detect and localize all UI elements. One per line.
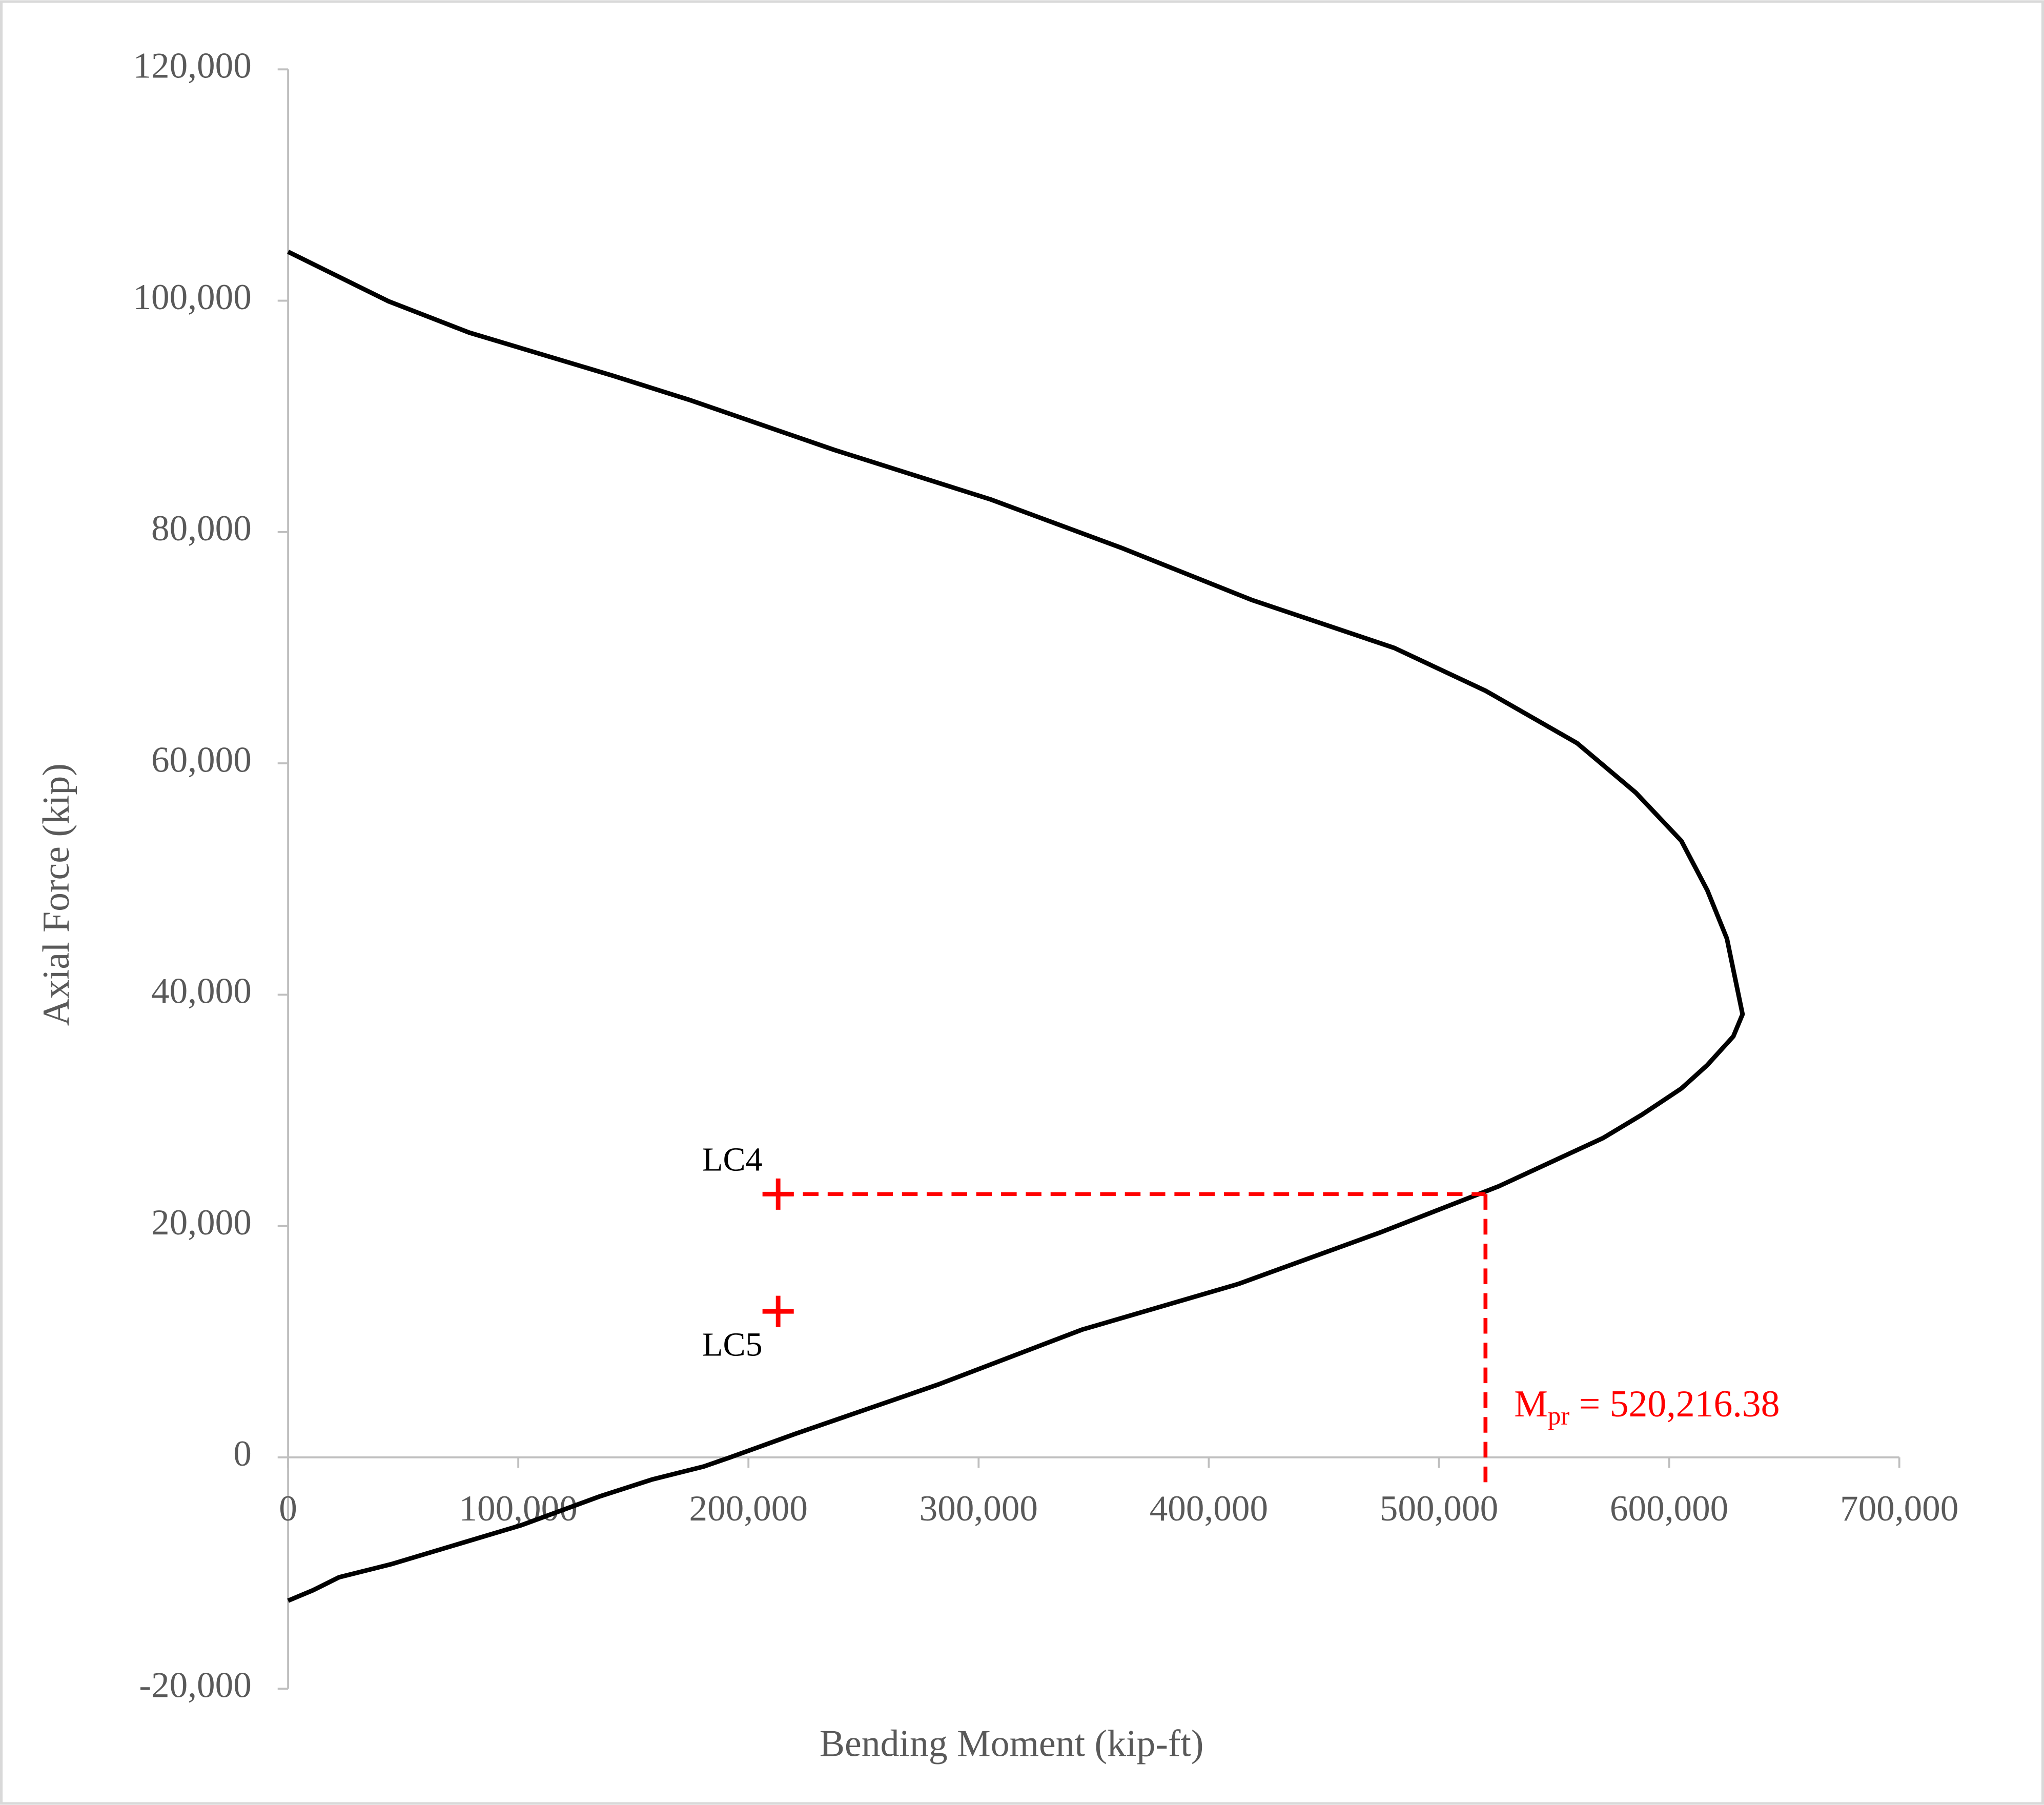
load-case-marker [762, 1178, 794, 1210]
x-tick-label: 0 [279, 1489, 297, 1529]
x-tick-label: 100,000 [459, 1489, 577, 1529]
y-tick-label: 100,000 [133, 277, 251, 317]
x-tick-label: 200,000 [689, 1489, 808, 1529]
y-tick-label: 120,000 [133, 46, 251, 86]
y-tick-label: 60,000 [151, 740, 252, 780]
mpr-annotation: Mpr = 520,216.38 [1514, 1383, 1780, 1430]
y-axis-label: Axial Force (kip) [35, 763, 77, 1026]
y-tick-label: 0 [233, 1434, 252, 1474]
y-tick-label: 20,000 [151, 1203, 252, 1243]
mpr-subscript: pr [1548, 1402, 1569, 1430]
point-label: LC5 [702, 1326, 763, 1364]
mpr-text: = 520,216.38 [1569, 1383, 1780, 1425]
load-case-marker [762, 1295, 794, 1327]
interaction-curve [287, 250, 1745, 1603]
x-tick-label: 600,000 [1610, 1489, 1728, 1529]
x-tick-label: 700,000 [1840, 1489, 1958, 1529]
x-tick-label: 300,000 [919, 1489, 1038, 1529]
point-label: LC4 [702, 1141, 763, 1178]
x-tick-label: 500,000 [1380, 1489, 1498, 1529]
x-axis-label: Bending Moment (kip-ft) [820, 1722, 1204, 1765]
y-tick-label: 80,000 [151, 509, 252, 549]
y-tick-label: 40,000 [151, 971, 252, 1011]
x-tick-label: 400,000 [1150, 1489, 1268, 1529]
y-tick-label: -20,000 [139, 1665, 252, 1705]
mpr-symbol: M [1514, 1383, 1548, 1425]
